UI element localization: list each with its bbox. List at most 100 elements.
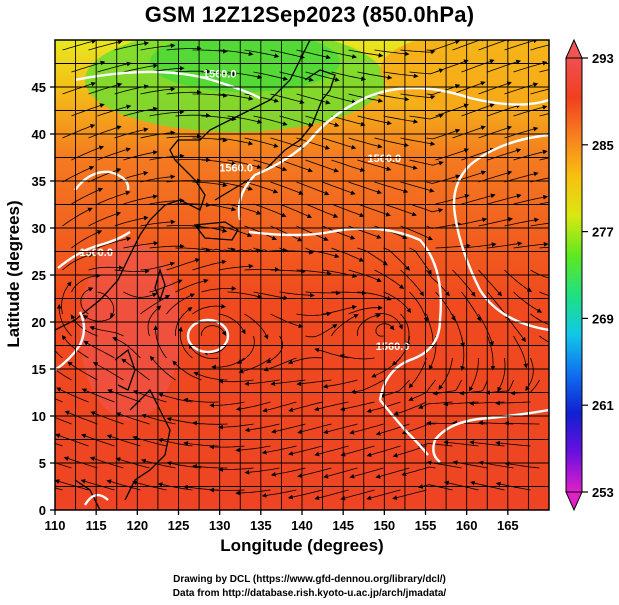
streamline: [62, 81, 96, 95]
streamline: [279, 203, 313, 219]
credit-data: Data from http://database.rish.kyoto-u.a…: [172, 588, 447, 599]
streamline: [209, 401, 245, 408]
colorbar-tick-label: 293: [592, 51, 614, 66]
streamline: [201, 247, 236, 253]
streamline: [400, 137, 436, 146]
streamline: [227, 159, 262, 169]
streamline: [55, 398, 63, 403]
streamline: [270, 181, 304, 195]
streamline: [81, 388, 115, 403]
streamline: [305, 290, 341, 296]
streamline: [435, 194, 470, 205]
streamline: [513, 291, 543, 313]
streamline: [478, 217, 514, 227]
streamline: [235, 401, 271, 412]
streamline: [357, 159, 392, 171]
streamline: [175, 157, 211, 163]
streamline: [218, 225, 253, 237]
y-tick-label: 40: [32, 127, 46, 142]
colorbar-tick-label: 285: [592, 138, 614, 153]
streamline: [112, 337, 141, 359]
streamline: [460, 335, 465, 372]
streamline: [238, 357, 271, 374]
streamline: [383, 159, 418, 170]
streamline: [114, 170, 149, 183]
streamline: [487, 335, 496, 371]
streamline: [62, 166, 95, 183]
streamline: [478, 269, 503, 297]
streamline: [393, 401, 427, 416]
streamline: [426, 128, 461, 140]
streamline: [374, 269, 405, 290]
streamline: [530, 269, 549, 279]
streamline: [271, 423, 306, 434]
streamline: [80, 479, 115, 491]
x-tick-label: 165: [497, 518, 519, 533]
streamline: [279, 71, 314, 82]
cool-region-northeast: [380, 40, 549, 110]
streamline: [530, 44, 549, 51]
streamline: [149, 109, 185, 117]
streamline: [408, 357, 427, 389]
streamline: [400, 313, 411, 347]
contour-label: 1560.0: [219, 163, 253, 175]
streamline: [513, 105, 548, 117]
streamline: [348, 137, 383, 149]
streamline: [115, 412, 150, 425]
x-tick-label: 155: [415, 518, 437, 533]
streamline: [244, 467, 280, 475]
streamline: [504, 461, 540, 469]
streamline: [140, 219, 176, 227]
streamline: [339, 353, 375, 360]
streamline: [287, 489, 323, 500]
x-tick-label: 140: [291, 518, 313, 533]
streamline: [172, 360, 202, 381]
streamline: [227, 247, 262, 254]
streamline: [340, 445, 375, 457]
streamline: [383, 291, 412, 314]
streamline: [339, 401, 375, 412]
streamline: [88, 82, 123, 95]
streamline: [218, 93, 254, 101]
streamline: [487, 193, 522, 205]
streamline: [121, 358, 150, 381]
streamline: [149, 355, 176, 381]
streamline: [323, 467, 358, 479]
streamline: [504, 40, 539, 51]
streamline: [539, 201, 549, 205]
streamline: [478, 313, 494, 347]
streamline: [270, 268, 306, 274]
streamline: [201, 159, 237, 166]
streamline: [218, 137, 254, 146]
streamline: [539, 113, 549, 117]
streamline: [175, 278, 209, 293]
streamline: [270, 313, 304, 329]
streamline: [175, 247, 211, 253]
x-tick-label: 150: [373, 518, 395, 533]
streamline: [97, 61, 132, 73]
streamline: [140, 130, 176, 139]
streamline: [530, 222, 549, 227]
streamline: [504, 269, 533, 293]
streamline: [61, 281, 72, 315]
streamline: [227, 203, 262, 215]
x-tick-label: 145: [332, 518, 354, 533]
streamline: [88, 211, 122, 227]
streamline: [539, 335, 549, 343]
streamline: [374, 49, 410, 57]
streamline: [149, 279, 183, 293]
streamline: [61, 335, 89, 359]
streamline: [123, 63, 159, 73]
streamline: [530, 88, 549, 95]
streamline: [322, 181, 356, 195]
streamline: [62, 40, 97, 51]
streamline: [487, 241, 523, 249]
streamline: [443, 440, 479, 447]
streamline: [504, 217, 540, 227]
streamline: [88, 40, 123, 51]
colorbar-tick-label: 253: [592, 485, 614, 500]
streamline: [253, 71, 289, 81]
streamline: [140, 261, 175, 271]
streamline: [201, 115, 237, 122]
